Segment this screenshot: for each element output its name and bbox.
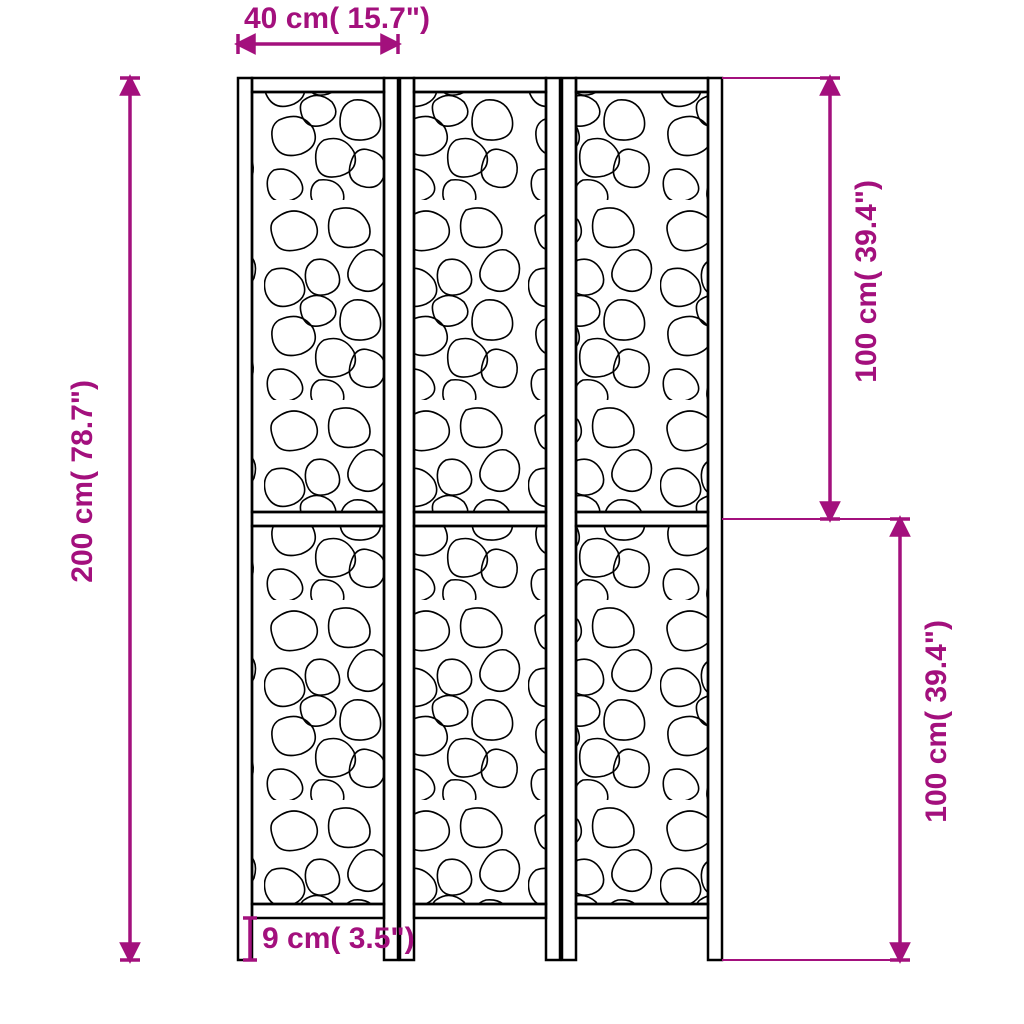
- product-outline: [238, 78, 722, 960]
- dim-upper-right: 100 cm( 39.4"): [850, 180, 884, 383]
- dim-foot: 9 cm( 3.5"): [262, 922, 415, 956]
- diagram-svg: [0, 0, 1024, 1024]
- diagram-stage: 40 cm( 15.7") 200 cm( 78.7") 100 cm( 39.…: [0, 0, 1024, 1024]
- dim-width-top: 40 cm( 15.7"): [244, 2, 430, 36]
- dim-lower-right: 100 cm( 39.4"): [920, 620, 954, 823]
- dim-height-left: 200 cm( 78.7"): [66, 380, 100, 583]
